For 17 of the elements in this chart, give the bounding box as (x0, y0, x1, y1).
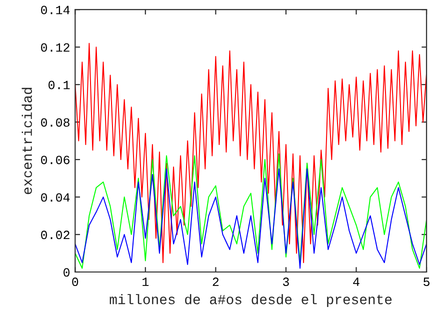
y-tick-label: 0.04 (41, 193, 70, 202)
y-tick-label: 0.1 (48, 80, 70, 90)
y-tick-label: 0.14 (41, 6, 70, 14)
x-tick-label: 3 (283, 278, 289, 286)
line-series (75, 42, 427, 264)
x-tick-label: 2 (212, 278, 219, 286)
y-tick-label: 0 (64, 268, 70, 277)
y-axis-title: excentricidad (22, 88, 32, 194)
y-tick-label: 0.06 (41, 156, 70, 164)
x-tick-label: 1 (142, 278, 149, 286)
x-tick-label: 5 (424, 278, 430, 286)
x-tick-label: 0 (72, 278, 78, 286)
x-axis-title: millones de a#os desde el presente (110, 294, 392, 308)
y-tick-label: 0.12 (41, 43, 70, 52)
y-tick-label: 0.08 (41, 118, 70, 127)
x-tick-label: 4 (353, 278, 360, 286)
y-tick-label: 0.02 (41, 230, 70, 240)
